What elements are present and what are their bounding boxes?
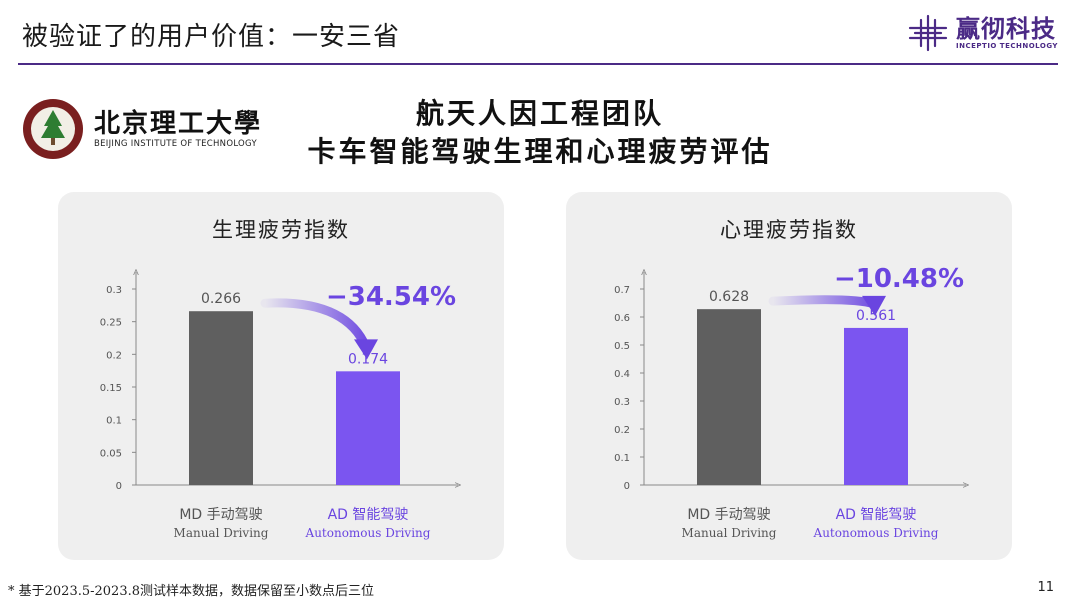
percent-change-label: −34.54% <box>326 282 456 312</box>
headline-study: 卡车智能驾驶生理和心理疲劳评估 <box>307 135 773 168</box>
y-tick-label: 0.3 <box>106 285 122 296</box>
trend-arrow <box>260 298 371 352</box>
footnote: * 基于2023.5-2023.8测试样本数据，数据保留至小数点后三位 <box>8 584 374 599</box>
y-tick-label: 0.1 <box>614 453 630 464</box>
bar-value-label: 0.628 <box>709 289 749 305</box>
percent-change-label: −10.48% <box>834 264 964 294</box>
y-tick-label: 0 <box>116 481 122 492</box>
category-label: AD 智能驾驶 <box>836 507 917 523</box>
trend-arrow <box>768 295 879 309</box>
headline-team: 航天人因工程团队 <box>415 97 664 130</box>
category-label: MD 手动驾驶 <box>179 507 262 523</box>
y-tick-label: 0.4 <box>614 369 630 380</box>
category-label-en: Autonomous Driving <box>305 526 431 540</box>
y-tick-label: 0.6 <box>614 313 630 324</box>
university-name-en: BEIJING INSTITUTE OF TECHNOLOGY <box>94 139 258 149</box>
bar-autonomous-driving <box>336 371 400 485</box>
y-tick-label: 0.2 <box>614 425 630 436</box>
physiological-fatigue-chart: 0 0.05 0.1 0.15 0.2 0.25 0.3 0.266 MD 手动驾驶 Manual… <box>100 192 504 540</box>
trend-arrowhead <box>862 295 886 316</box>
y-tick-label: 0.3 <box>614 397 630 408</box>
category-label: MD 手动驾驶 <box>687 507 770 523</box>
y-tick-label: 0.5 <box>614 341 630 352</box>
chart-title: 心理疲劳指数 <box>720 218 858 242</box>
physiological-fatigue-panel: 生理疲劳指数 0 0.05 0.1 0.15 0.2 0.25 0.3 0.266 MD 手动驾… <box>58 192 504 560</box>
bar-value-label: 0.266 <box>201 291 241 307</box>
y-tick-label: 0.15 <box>100 383 122 394</box>
bar-value-label: 0.561 <box>856 308 896 324</box>
y-tick-label: 0.1 <box>106 416 122 427</box>
brand-logo: 赢彻科技 INCEPTIO TECHNOLOGY <box>908 14 1058 52</box>
bar-autonomous-driving <box>844 327 908 485</box>
slide-title: 被验证了的用户价值：一安三省 <box>22 22 401 52</box>
y-tick-label: 0 <box>624 481 630 492</box>
university-name-cn: 北京理工大學 <box>94 109 263 139</box>
psychological-fatigue-panel: 心理疲劳指数 0 0.1 0.2 0.3 0.4 0.5 0.6 0.7 0.628 MD 手动驾… <box>566 192 1012 560</box>
category-label-en: Autonomous Driving <box>813 526 939 540</box>
bar-manual-driving <box>189 311 253 485</box>
trend-arrowhead <box>354 339 378 360</box>
bar-manual-driving <box>697 309 761 485</box>
university-seal-icon <box>23 99 83 159</box>
page-number: 11 <box>1037 580 1054 595</box>
chart-title: 生理疲劳指数 <box>212 218 350 242</box>
inceptio-chip-icon <box>908 14 948 52</box>
university-logo: 北京理工大學 BEIJING INSTITUTE OF TECHNOLOGY <box>22 98 262 160</box>
y-tick-label: 0.7 <box>614 285 630 296</box>
category-label-en: Manual Driving <box>682 526 777 540</box>
brand-name-en: INCEPTIO TECHNOLOGY <box>956 42 1058 50</box>
y-tick-label: 0.25 <box>100 318 122 329</box>
psychological-fatigue-chart: 0 0.1 0.2 0.3 0.4 0.5 0.6 0.7 0.628 MD 手动驾驶 Manual… <box>614 264 1012 540</box>
y-tick-label: 0.05 <box>100 448 122 459</box>
bar-value-label: 0.174 <box>348 351 388 367</box>
y-tick-label: 0.2 <box>106 350 122 361</box>
category-label-en: Manual Driving <box>174 526 269 540</box>
header-divider <box>18 63 1058 65</box>
brand-name-cn: 赢彻科技 <box>956 15 1057 43</box>
category-label: AD 智能驾驶 <box>328 507 409 523</box>
